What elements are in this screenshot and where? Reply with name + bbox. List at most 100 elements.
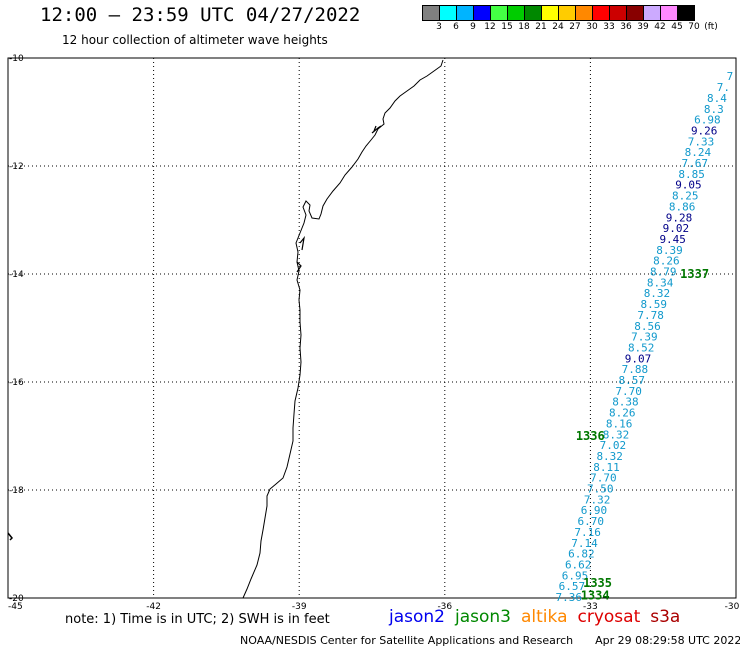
- satellite-legend: jason2 jason3 altika cryosat s3a: [389, 607, 690, 627]
- legend-label: 24: [552, 22, 564, 32]
- legend-label: 6: [453, 22, 459, 32]
- island-marker: [296, 125, 382, 273]
- legend-labels: 3 6 9 12 15 18 21 24 27 30 33 36 39 42 45 70 (ft): [422, 21, 740, 35]
- track-value: 6.70: [578, 515, 605, 528]
- track-value: 7.78: [637, 309, 664, 322]
- track-value: 7.: [717, 81, 730, 94]
- legend-label: 70: [688, 22, 700, 32]
- track-value: 8.26: [653, 255, 680, 268]
- satellite-altika: altika: [521, 607, 568, 627]
- track-value: 8.3: [704, 103, 724, 116]
- track-value: 9.07: [625, 352, 652, 365]
- legend-label: 42: [654, 22, 666, 32]
- track-value: 8.4: [707, 92, 727, 105]
- coastline: [242, 59, 444, 599]
- page-subtitle: 12 hour collection of altimeter wave hei…: [62, 33, 328, 47]
- track-value: 7.88: [622, 363, 649, 376]
- credit-line: NOAA/NESDIS Center for Satellite Applica…: [240, 634, 740, 647]
- altimeter-track: 7.366.576.956.626.827.147.166.706.907.32…: [556, 70, 734, 604]
- legend-swatches: [422, 5, 740, 21]
- lat-tick-label: -18: [9, 486, 24, 496]
- track-value: 7.32: [584, 493, 611, 506]
- legend-label: 39: [637, 22, 649, 32]
- track-value: 6.57: [559, 580, 586, 593]
- map-frame: [7, 57, 737, 599]
- track-value: 8.16: [606, 417, 633, 430]
- pass-label: 1336: [576, 429, 605, 443]
- lat-tick-label: -16: [9, 378, 24, 388]
- lon-tick-label: -42: [146, 602, 161, 612]
- track-value: 9.26: [691, 124, 718, 137]
- track-value: 8.39: [656, 244, 683, 257]
- track-value: 8.25: [672, 190, 699, 203]
- legend-label: 27: [569, 22, 581, 32]
- satellite-s3a: s3a: [650, 607, 681, 627]
- legend-label: 33: [603, 22, 615, 32]
- track-value: 6.90: [581, 504, 608, 517]
- track-value: 9.05: [675, 179, 702, 192]
- lat-tick-label: -14: [9, 270, 24, 280]
- legend-label: 18: [518, 22, 530, 32]
- legend-label: 12: [484, 22, 496, 32]
- legend-label: 15: [501, 22, 513, 32]
- map-edge-mark: [7, 532, 14, 541]
- legend-swatch: [677, 5, 695, 21]
- lat-tick-label: -10: [9, 54, 24, 64]
- track-value: 7.70: [590, 472, 617, 485]
- satellite-cryosat: cryosat: [577, 607, 641, 627]
- lat-tick-label: -12: [9, 162, 24, 172]
- track-value: 7.16: [574, 526, 601, 539]
- track-value: 7.33: [688, 135, 715, 148]
- track-value: 8.24: [685, 146, 712, 159]
- track-value: 8.11: [593, 461, 620, 474]
- legend-label: 36: [620, 22, 632, 32]
- track-value: 7.70: [615, 385, 642, 398]
- legend-label: 3: [436, 22, 442, 32]
- track-value: 6.62: [565, 558, 592, 571]
- track-value: 8.56: [634, 320, 661, 333]
- track-value: 7.67: [682, 157, 709, 170]
- pass-label: 1335: [583, 576, 612, 590]
- wave-height-legend: 3 6 9 12 15 18 21 24 27 30 33 36 39 42 45 70 (ft): [422, 5, 740, 35]
- track-value: 8.32: [596, 450, 623, 463]
- legend-label: 30: [586, 22, 598, 32]
- track-value: 9.28: [666, 211, 693, 224]
- track-value: 8.79: [650, 266, 677, 279]
- track-value: 8.32: [644, 287, 671, 300]
- legend-label: (ft): [704, 22, 718, 32]
- axis-ticks: -45 -42 -39 -36 -33 -30 -10 -12 -14 -16 -18 -20: [8, 54, 740, 612]
- track-value: 8.32: [603, 428, 630, 441]
- lat-tick-label: -20: [9, 594, 24, 604]
- track-value: 6.98: [694, 114, 721, 127]
- pass-label: 1337: [680, 267, 709, 281]
- satellite-jason2: jason2: [389, 607, 445, 627]
- footnote: note: 1) Time is in UTC; 2) SWH is in fe…: [65, 612, 330, 627]
- satellite-jason3: jason3: [455, 607, 511, 627]
- track-value: 8.85: [678, 168, 705, 181]
- lon-tick-label: -36: [437, 602, 452, 612]
- track-value: 7.36: [556, 591, 583, 604]
- track-value: 9.45: [659, 233, 686, 246]
- credit-timestamp: Apr 29 08:29:58 UTC 2022: [595, 634, 740, 647]
- credit-org: NOAA/NESDIS Center for Satellite Applica…: [240, 634, 574, 647]
- page-title: 12:00 – 23:59 UTC 04/27/2022: [40, 4, 361, 26]
- track-value: 7.02: [600, 439, 627, 452]
- track-value: 7.14: [571, 537, 598, 550]
- track-value: 8.59: [641, 298, 668, 311]
- track-value: 6.82: [568, 548, 595, 561]
- pass-label: 1334: [581, 588, 610, 602]
- track-value: 8.26: [609, 407, 636, 420]
- track-value: 7.50: [587, 483, 614, 496]
- lon-tick-label: -39: [292, 602, 307, 612]
- legend-label: 45: [671, 22, 683, 32]
- track-value: 7: [727, 70, 734, 83]
- track-value: 8.86: [669, 200, 696, 213]
- legend-label: 9: [470, 22, 476, 32]
- legend-label: 21: [535, 22, 547, 32]
- track-value: 7.39: [631, 331, 658, 344]
- track-value: 6.95: [562, 569, 589, 582]
- lon-tick-label: -30: [725, 602, 740, 612]
- track-value: 9.02: [663, 222, 690, 235]
